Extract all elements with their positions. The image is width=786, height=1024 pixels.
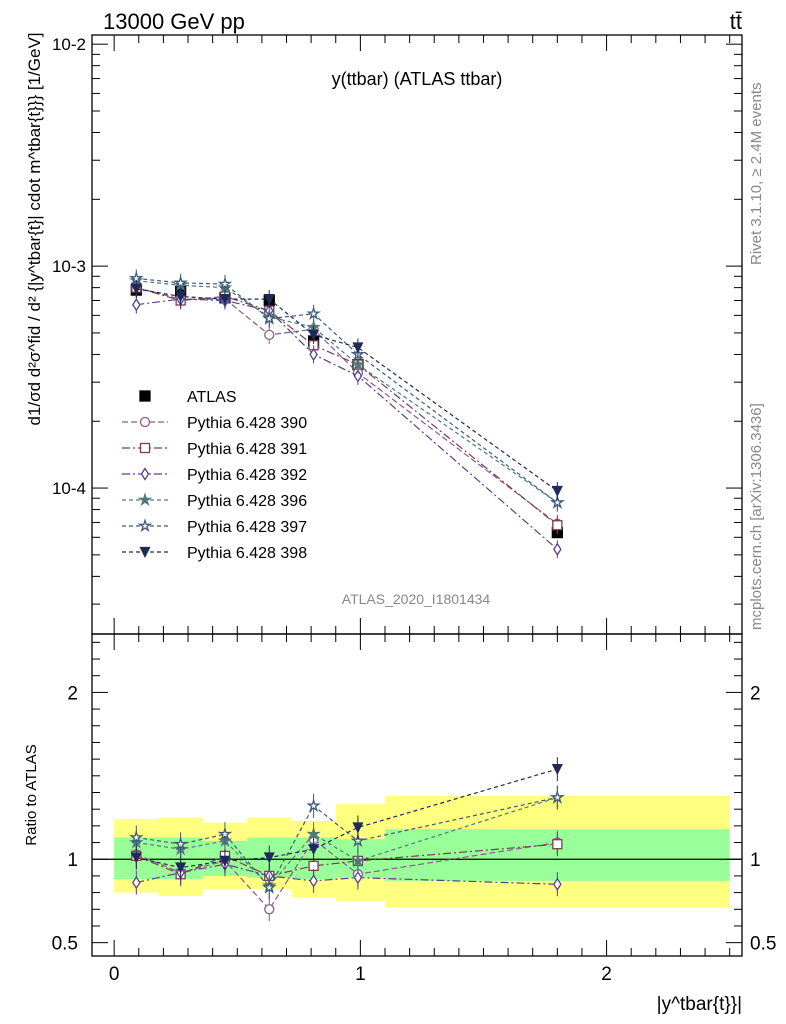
ratio-point	[553, 877, 562, 891]
ratio-point	[551, 763, 563, 776]
y-axis-label: d1/σd d²σ^fid / d² {|y^tbar{t}| cdot m^t…	[25, 32, 44, 425]
legend-label: Pythia 6.428 390	[187, 415, 307, 432]
y-tick-label: 10-4	[52, 479, 86, 498]
ratio-point	[219, 855, 231, 867]
legend-entry: Pythia 6.428 392	[122, 467, 307, 484]
ratio-point	[350, 853, 366, 868]
legend-label: Pythia 6.428 392	[187, 467, 307, 484]
legend-marker	[139, 546, 151, 558]
legend-label: Pythia 6.428 398	[187, 545, 307, 562]
ratio-point	[306, 798, 321, 813]
ratio-point	[132, 875, 141, 890]
ratio-point	[353, 870, 363, 885]
legend-marker	[139, 390, 151, 402]
legend-marker	[139, 416, 151, 428]
legend-entry: ATLAS	[139, 389, 237, 406]
data-point	[175, 291, 187, 303]
x-tick-label: 0	[109, 964, 120, 985]
legend: ATLAS Pythia 6.428 390 Pythia 6.428 391 Pyt…	[122, 389, 307, 562]
watermark: ATLAS_2020_I1801434	[342, 591, 491, 607]
legend-entry: Pythia 6.428 390	[122, 415, 307, 432]
ratio-y-tick-label: 1	[67, 850, 78, 871]
legend-entry: Pythia 6.428 391	[122, 441, 307, 458]
legend-marker	[137, 492, 153, 507]
legend-marker	[137, 518, 153, 533]
data-point	[263, 293, 275, 306]
ratio-point	[549, 789, 565, 804]
process-label: tt̄	[730, 9, 742, 34]
series-pythia-398	[130, 279, 563, 500]
ratio-uncertainty-bands	[92, 795, 742, 908]
ratio-y-tick-label-right: 2	[750, 683, 761, 704]
legend-label: Pythia 6.428 397	[187, 519, 307, 536]
data-point	[219, 293, 231, 306]
ratio-point	[175, 862, 187, 874]
data-point	[549, 494, 565, 509]
legend-entry: Pythia 6.428 397	[122, 518, 307, 536]
ratio-y-tick-label-right: 1	[750, 850, 761, 871]
ratio-y-tick-label-right: 0.5	[750, 934, 776, 955]
legend-entry: Pythia 6.428 396	[122, 492, 307, 510]
series-line	[136, 287, 558, 526]
data-point	[551, 485, 563, 497]
ratio-point	[350, 833, 366, 848]
ratio-y-axis-label: Ratio to ATLAS	[23, 744, 40, 845]
legend-entry: Pythia 6.428 398	[122, 545, 307, 562]
ratio-y-tick-label: 0.5	[52, 934, 78, 955]
ratio-point	[130, 852, 142, 864]
ratio-point	[261, 879, 277, 894]
ratio-point	[552, 839, 563, 850]
data-point	[217, 276, 233, 291]
data-point	[309, 347, 318, 362]
data-point	[352, 342, 364, 354]
ratio-point	[306, 826, 321, 841]
source-label: mcplots.cern.ch [arXiv:1306.3436]	[748, 403, 765, 630]
x-tick-label: 1	[355, 964, 366, 985]
ratio-point	[217, 826, 233, 841]
ratio-series-398	[130, 757, 563, 880]
energy-label: 13000 GeV pp	[103, 9, 245, 34]
ratio-point	[263, 852, 275, 864]
x-tick-label: 2	[601, 964, 612, 985]
data-point	[350, 356, 366, 371]
ratio-plot-frame	[91, 633, 743, 957]
data-point	[173, 275, 188, 290]
y-tick-label: 10-2	[52, 35, 86, 54]
data-point	[306, 306, 321, 320]
rivet-label: Rivet 3.1.10, ≥ 2.4M events	[748, 83, 765, 266]
data-point	[308, 329, 320, 341]
data-point	[261, 310, 277, 325]
ratio-point	[352, 822, 364, 834]
ratio-y-tick-label: 2	[67, 683, 78, 704]
ratio-point	[173, 836, 189, 851]
data-point	[130, 283, 142, 295]
data-point	[552, 520, 563, 531]
y-tick-label: 10-3	[52, 257, 86, 276]
data-point	[353, 369, 363, 383]
legend-label: ATLAS	[187, 389, 237, 406]
legend-label: Pythia 6.428 396	[187, 493, 307, 510]
ratio-plot-series	[129, 757, 565, 922]
x-axis-label: |y^tbar{t}}|	[657, 994, 742, 1015]
legend-label: Pythia 6.428 391	[187, 441, 307, 458]
data-point	[553, 542, 562, 556]
ratio-point	[264, 904, 275, 915]
ratio-point	[308, 844, 320, 856]
plot-title: y(ttbar) (ATLAS ttbar)	[332, 69, 503, 89]
legend-marker	[139, 442, 151, 454]
ratio-point	[129, 829, 144, 844]
ratio-point	[309, 874, 318, 888]
data-point	[264, 329, 275, 341]
ratio-series-397	[129, 785, 565, 900]
legend-marker	[140, 467, 150, 481]
data-point	[132, 298, 141, 312]
main-plot-series	[129, 269, 565, 559]
